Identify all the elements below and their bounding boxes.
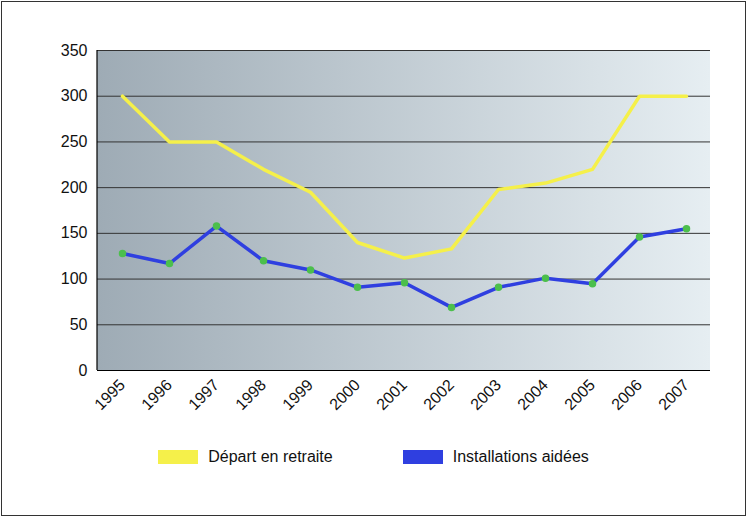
svg-text:300: 300 [61,87,88,104]
svg-text:350: 350 [61,42,88,59]
svg-text:1997: 1997 [185,376,222,413]
svg-text:0: 0 [79,362,88,379]
html-text:Installations aidées: Installations aidées [452,448,589,465]
svg-text:1998: 1998 [232,376,269,413]
svg-text:2007: 2007 [655,376,692,413]
svg-text:50: 50 [70,316,88,333]
html-text:Départ en retraite: Départ en retraite [208,448,333,465]
svg-text:1995: 1995 [91,376,128,413]
svg-text:150: 150 [61,224,88,241]
svg-text:200: 200 [61,179,88,196]
svg-text:1996: 1996 [138,376,175,413]
svg-text:2006: 2006 [608,376,645,413]
svg-text:2004: 2004 [514,376,551,413]
svg-text:2005: 2005 [561,376,598,413]
svg-text:2002: 2002 [420,376,457,413]
svg-text:2001: 2001 [373,376,410,413]
svg-text:2000: 2000 [326,376,363,413]
svg-text:2003: 2003 [467,376,504,413]
svg-text:1999: 1999 [279,376,316,413]
svg-text:250: 250 [61,133,88,150]
svg-text:100: 100 [61,270,88,287]
